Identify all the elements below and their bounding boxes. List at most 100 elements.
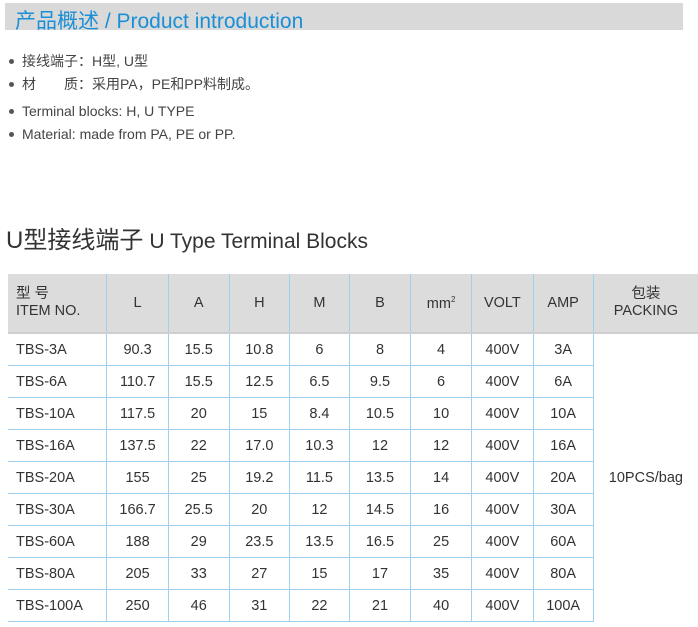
table-cell: 20A bbox=[532, 461, 594, 494]
table-cell: 400V bbox=[471, 461, 534, 494]
table-cell: 6.5 bbox=[288, 365, 350, 398]
bullet-item: Material: made from PA, PE or PP. bbox=[8, 123, 259, 146]
table-cell: 400V bbox=[471, 589, 534, 622]
table-cell: 250 bbox=[106, 589, 169, 622]
bullet-item: 材 质：采用PA，PE和PP料制成。 bbox=[8, 73, 259, 96]
table-cell: 205 bbox=[106, 557, 169, 590]
table-cell: TBS-16A bbox=[8, 429, 107, 462]
header-m: M bbox=[288, 274, 350, 334]
table-cell: 23.5 bbox=[228, 525, 290, 558]
bullet-item: Terminal blocks: H, U TYPE bbox=[8, 100, 259, 123]
table-cell: 46 bbox=[167, 589, 230, 622]
table-cell: 80A bbox=[532, 557, 594, 590]
packing-cell: 10PCS/bag bbox=[592, 333, 698, 622]
header-b: B bbox=[348, 274, 411, 334]
table-cell: 110.7 bbox=[106, 365, 169, 398]
table-cell: 400V bbox=[471, 493, 534, 526]
table-row: TBS-10A 117.5 20 15 8.4 10.5 10 400V 10A bbox=[8, 397, 698, 430]
table-cell: 20 bbox=[228, 493, 290, 526]
table-cell: 21 bbox=[348, 589, 411, 622]
table-row: TBS-100A 250 46 31 22 21 40 400V 100A bbox=[8, 589, 698, 622]
table-cell: 10 bbox=[410, 397, 472, 430]
table-cell: 137.5 bbox=[106, 429, 169, 462]
table-cell: TBS-80A bbox=[8, 557, 107, 590]
header-row: 型 号 ITEM NO. L A H M B mm2 VOLT AMP 包装 PAC… bbox=[8, 274, 698, 334]
table-cell: 14 bbox=[410, 461, 472, 494]
table-cell: 30A bbox=[532, 493, 594, 526]
table-cell: 14.5 bbox=[348, 493, 411, 526]
table-cell: 25 bbox=[410, 525, 472, 558]
table-row: TBS-20A 155 25 19.2 11.5 13.5 14 400V 20A bbox=[8, 461, 698, 494]
table-cell: 400V bbox=[471, 365, 534, 398]
table-cell: 10.8 bbox=[228, 333, 290, 366]
intro-list: 接线端子：H型, U型 材 质：采用PA，PE和PP料制成。 Terminal … bbox=[8, 50, 259, 146]
table-cell: 17.0 bbox=[228, 429, 290, 462]
table-row: TBS-3A 90.3 15.5 10.8 6 8 4 400V 3A 10PCS/bag bbox=[8, 333, 698, 622]
table-cell: 29 bbox=[167, 525, 230, 558]
table-cell: 9.5 bbox=[348, 365, 411, 398]
table-cell: 100A bbox=[532, 589, 594, 622]
table-cell: 12 bbox=[288, 493, 350, 526]
banner-title: 产品概述 / Product introduction bbox=[15, 10, 304, 33]
table-cell: 155 bbox=[106, 461, 169, 494]
header-item: 型 号 ITEM NO. bbox=[8, 274, 107, 334]
table-cell: 8 bbox=[348, 333, 411, 366]
table-row: TBS-30A 166.7 25.5 20 12 14.5 16 400V 30A bbox=[8, 493, 698, 526]
table-cell: 3A bbox=[532, 333, 594, 366]
header-mm2: mm2 bbox=[410, 274, 472, 334]
table-cell: 400V bbox=[471, 557, 534, 590]
header-packing: 包装 PACKING bbox=[592, 274, 698, 334]
table-cell: 25.5 bbox=[167, 493, 230, 526]
header-a: A bbox=[167, 274, 230, 334]
table-cell: 10.3 bbox=[288, 429, 350, 462]
table-cell: 25 bbox=[167, 461, 230, 494]
table-cell: TBS-60A bbox=[8, 525, 107, 558]
table-cell: 15 bbox=[288, 557, 350, 590]
table-cell: 27 bbox=[228, 557, 290, 590]
table-cell: TBS-3A bbox=[8, 333, 107, 366]
table-cell: 6A bbox=[532, 365, 594, 398]
table-cell: 60A bbox=[532, 525, 594, 558]
table-cell: 12 bbox=[348, 429, 411, 462]
table-cell: 19.2 bbox=[228, 461, 290, 494]
table-cell: 11.5 bbox=[288, 461, 350, 494]
table-cell: 10A bbox=[532, 397, 594, 430]
table-cell: TBS-100A bbox=[8, 589, 107, 622]
table-cell: 16A bbox=[532, 429, 594, 462]
table-cell: 40 bbox=[410, 589, 472, 622]
table-cell: TBS-20A bbox=[8, 461, 107, 494]
table-cell: 15.5 bbox=[167, 333, 230, 366]
table-cell: 15.5 bbox=[167, 365, 230, 398]
table-cell: 117.5 bbox=[106, 397, 169, 430]
table-cell: 90.3 bbox=[106, 333, 169, 366]
table-cell: 20 bbox=[167, 397, 230, 430]
table-cell: 10.5 bbox=[348, 397, 411, 430]
table-row: TBS-16A 137.5 22 17.0 10.3 12 12 400V 16A bbox=[8, 429, 698, 462]
header-volt: VOLT bbox=[471, 274, 534, 334]
table-cell: 22 bbox=[288, 589, 350, 622]
table-cell: 6 bbox=[288, 333, 350, 366]
title-cn: U型接线端子 bbox=[6, 227, 144, 254]
table-cell: 12.5 bbox=[228, 365, 290, 398]
table-cell: 13.5 bbox=[348, 461, 411, 494]
table-row: TBS-80A 205 33 27 15 17 35 400V 80A bbox=[8, 557, 698, 590]
table-cell: 400V bbox=[471, 333, 534, 366]
table-cell: 188 bbox=[106, 525, 169, 558]
table-cell: 22 bbox=[167, 429, 230, 462]
table-cell: 17 bbox=[348, 557, 411, 590]
table-cell: TBS-30A bbox=[8, 493, 107, 526]
table-cell: 33 bbox=[167, 557, 230, 590]
spec-table: 型 号 ITEM NO. L A H M B mm2 VOLT AMP 包装 PAC… bbox=[8, 274, 698, 622]
table-cell: 400V bbox=[471, 397, 534, 430]
section-title: U型接线端子 U Type Terminal Blocks bbox=[6, 220, 368, 255]
header-h: H bbox=[228, 274, 290, 334]
table-cell: 35 bbox=[410, 557, 472, 590]
header-amp: AMP bbox=[532, 274, 594, 334]
table-cell: 8.4 bbox=[288, 397, 350, 430]
table-cell: 400V bbox=[471, 525, 534, 558]
table-row: TBS-60A 188 29 23.5 13.5 16.5 25 400V 60A bbox=[8, 525, 698, 558]
section-banner: 产品概述 / Product introduction bbox=[5, 3, 683, 33]
bullet-item: 接线端子：H型, U型 bbox=[8, 50, 259, 73]
table-cell: TBS-10A bbox=[8, 397, 107, 430]
table-cell: 12 bbox=[410, 429, 472, 462]
